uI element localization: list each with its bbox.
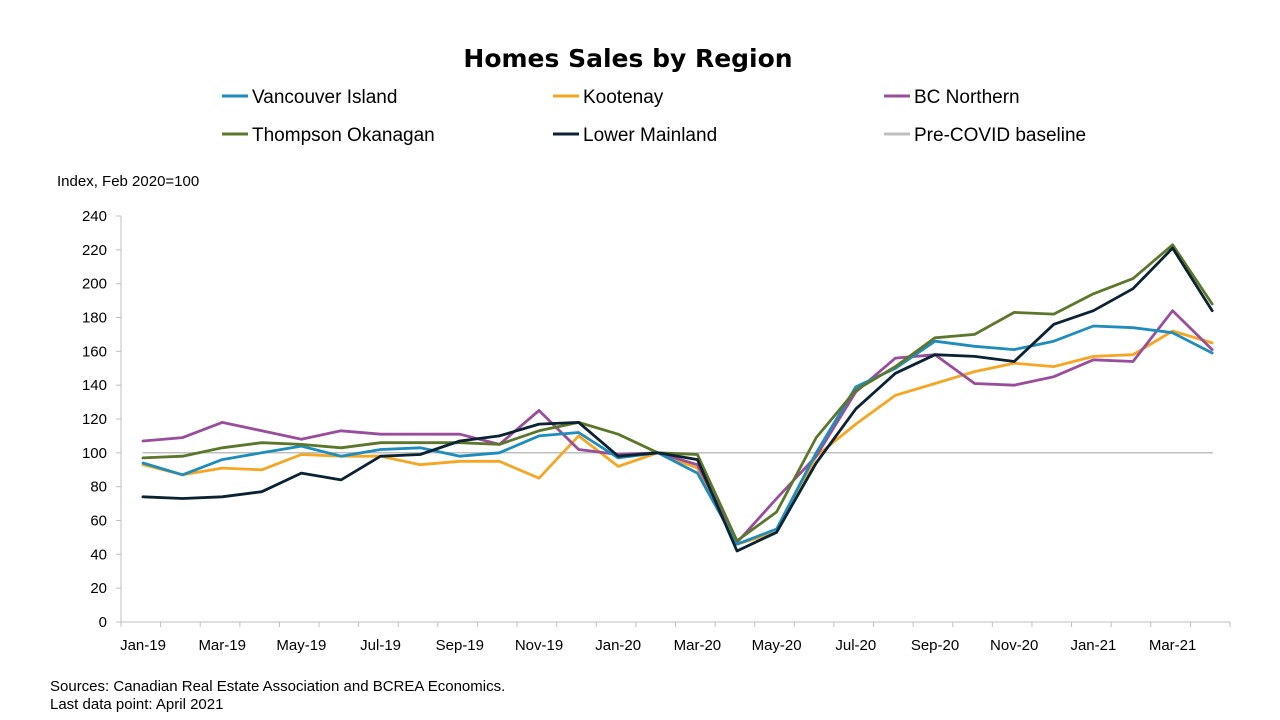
legend-label-pre-covid-baseline: Pre-COVID baseline bbox=[914, 125, 1086, 146]
series-line-bc-northern bbox=[141, 309, 1214, 544]
y-axis-label: Index, Feb 2020=100 bbox=[57, 173, 199, 190]
x-tick-label: Jul-20 bbox=[835, 637, 876, 654]
y-tick-label: 200 bbox=[82, 276, 107, 293]
y-tick-label: 160 bbox=[82, 343, 107, 360]
y-tick-label: 220 bbox=[82, 242, 107, 259]
x-tick-label: Mar-19 bbox=[198, 637, 246, 654]
legend-label-thompson-okanagan: Thompson Okanagan bbox=[252, 125, 435, 146]
x-tick-label: Mar-21 bbox=[1149, 637, 1197, 654]
x-tick-label: May-19 bbox=[276, 637, 326, 654]
y-tick-label: 0 bbox=[99, 614, 107, 631]
legend-label-bc-northern: BC Northern bbox=[914, 87, 1020, 108]
chart-legend: Vancouver Island Kootenay BC Northern Thomp… bbox=[222, 87, 1086, 146]
x-tick-label: Mar-20 bbox=[674, 637, 722, 654]
footer-last-data-point: Last data point: April 2021 bbox=[50, 696, 224, 713]
x-tick-label: Jan-20 bbox=[595, 637, 641, 654]
x-tick-label: Sep-20 bbox=[911, 637, 959, 654]
y-tick-label: 120 bbox=[82, 411, 107, 428]
x-tick-label: May-20 bbox=[752, 637, 802, 654]
x-tick-label: Jan-19 bbox=[120, 637, 166, 654]
chart-title: Homes Sales by Region bbox=[463, 44, 792, 73]
legend-label-kootenay: Kootenay bbox=[583, 87, 664, 108]
y-tick-label: 20 bbox=[90, 580, 107, 597]
chart-axes: 0 20 40 60 80 100 120 140 160 180 200 220 240 Jan-19 M… bbox=[82, 208, 1231, 654]
y-tick-label: 180 bbox=[82, 310, 107, 327]
chart-series bbox=[141, 243, 1214, 553]
y-tick-label: 240 bbox=[82, 208, 107, 225]
series-line-thompson-okanagan bbox=[141, 243, 1214, 543]
y-tick-label: 40 bbox=[90, 546, 107, 563]
x-tick-label: Nov-20 bbox=[990, 637, 1038, 654]
legend-label-vancouver-island: Vancouver Island bbox=[252, 87, 397, 108]
x-tick-label: Sep-19 bbox=[436, 637, 484, 654]
x-tick-label: Nov-19 bbox=[515, 637, 563, 654]
legend-label-lower-mainland: Lower Mainland bbox=[583, 125, 717, 146]
x-tick-label: Jul-19 bbox=[360, 637, 401, 654]
x-tick-label: Jan-21 bbox=[1070, 637, 1116, 654]
series-line-kootenay bbox=[141, 329, 1214, 546]
y-tick-label: 140 bbox=[82, 377, 107, 394]
y-tick-label: 100 bbox=[82, 445, 107, 462]
series-line-vancouver-island bbox=[141, 324, 1214, 546]
series-line-lower-mainland bbox=[141, 246, 1214, 553]
footer-sources: Sources: Canadian Real Estate Associatio… bbox=[50, 678, 506, 695]
y-tick-label: 60 bbox=[90, 513, 107, 530]
y-tick-label: 80 bbox=[90, 479, 107, 496]
